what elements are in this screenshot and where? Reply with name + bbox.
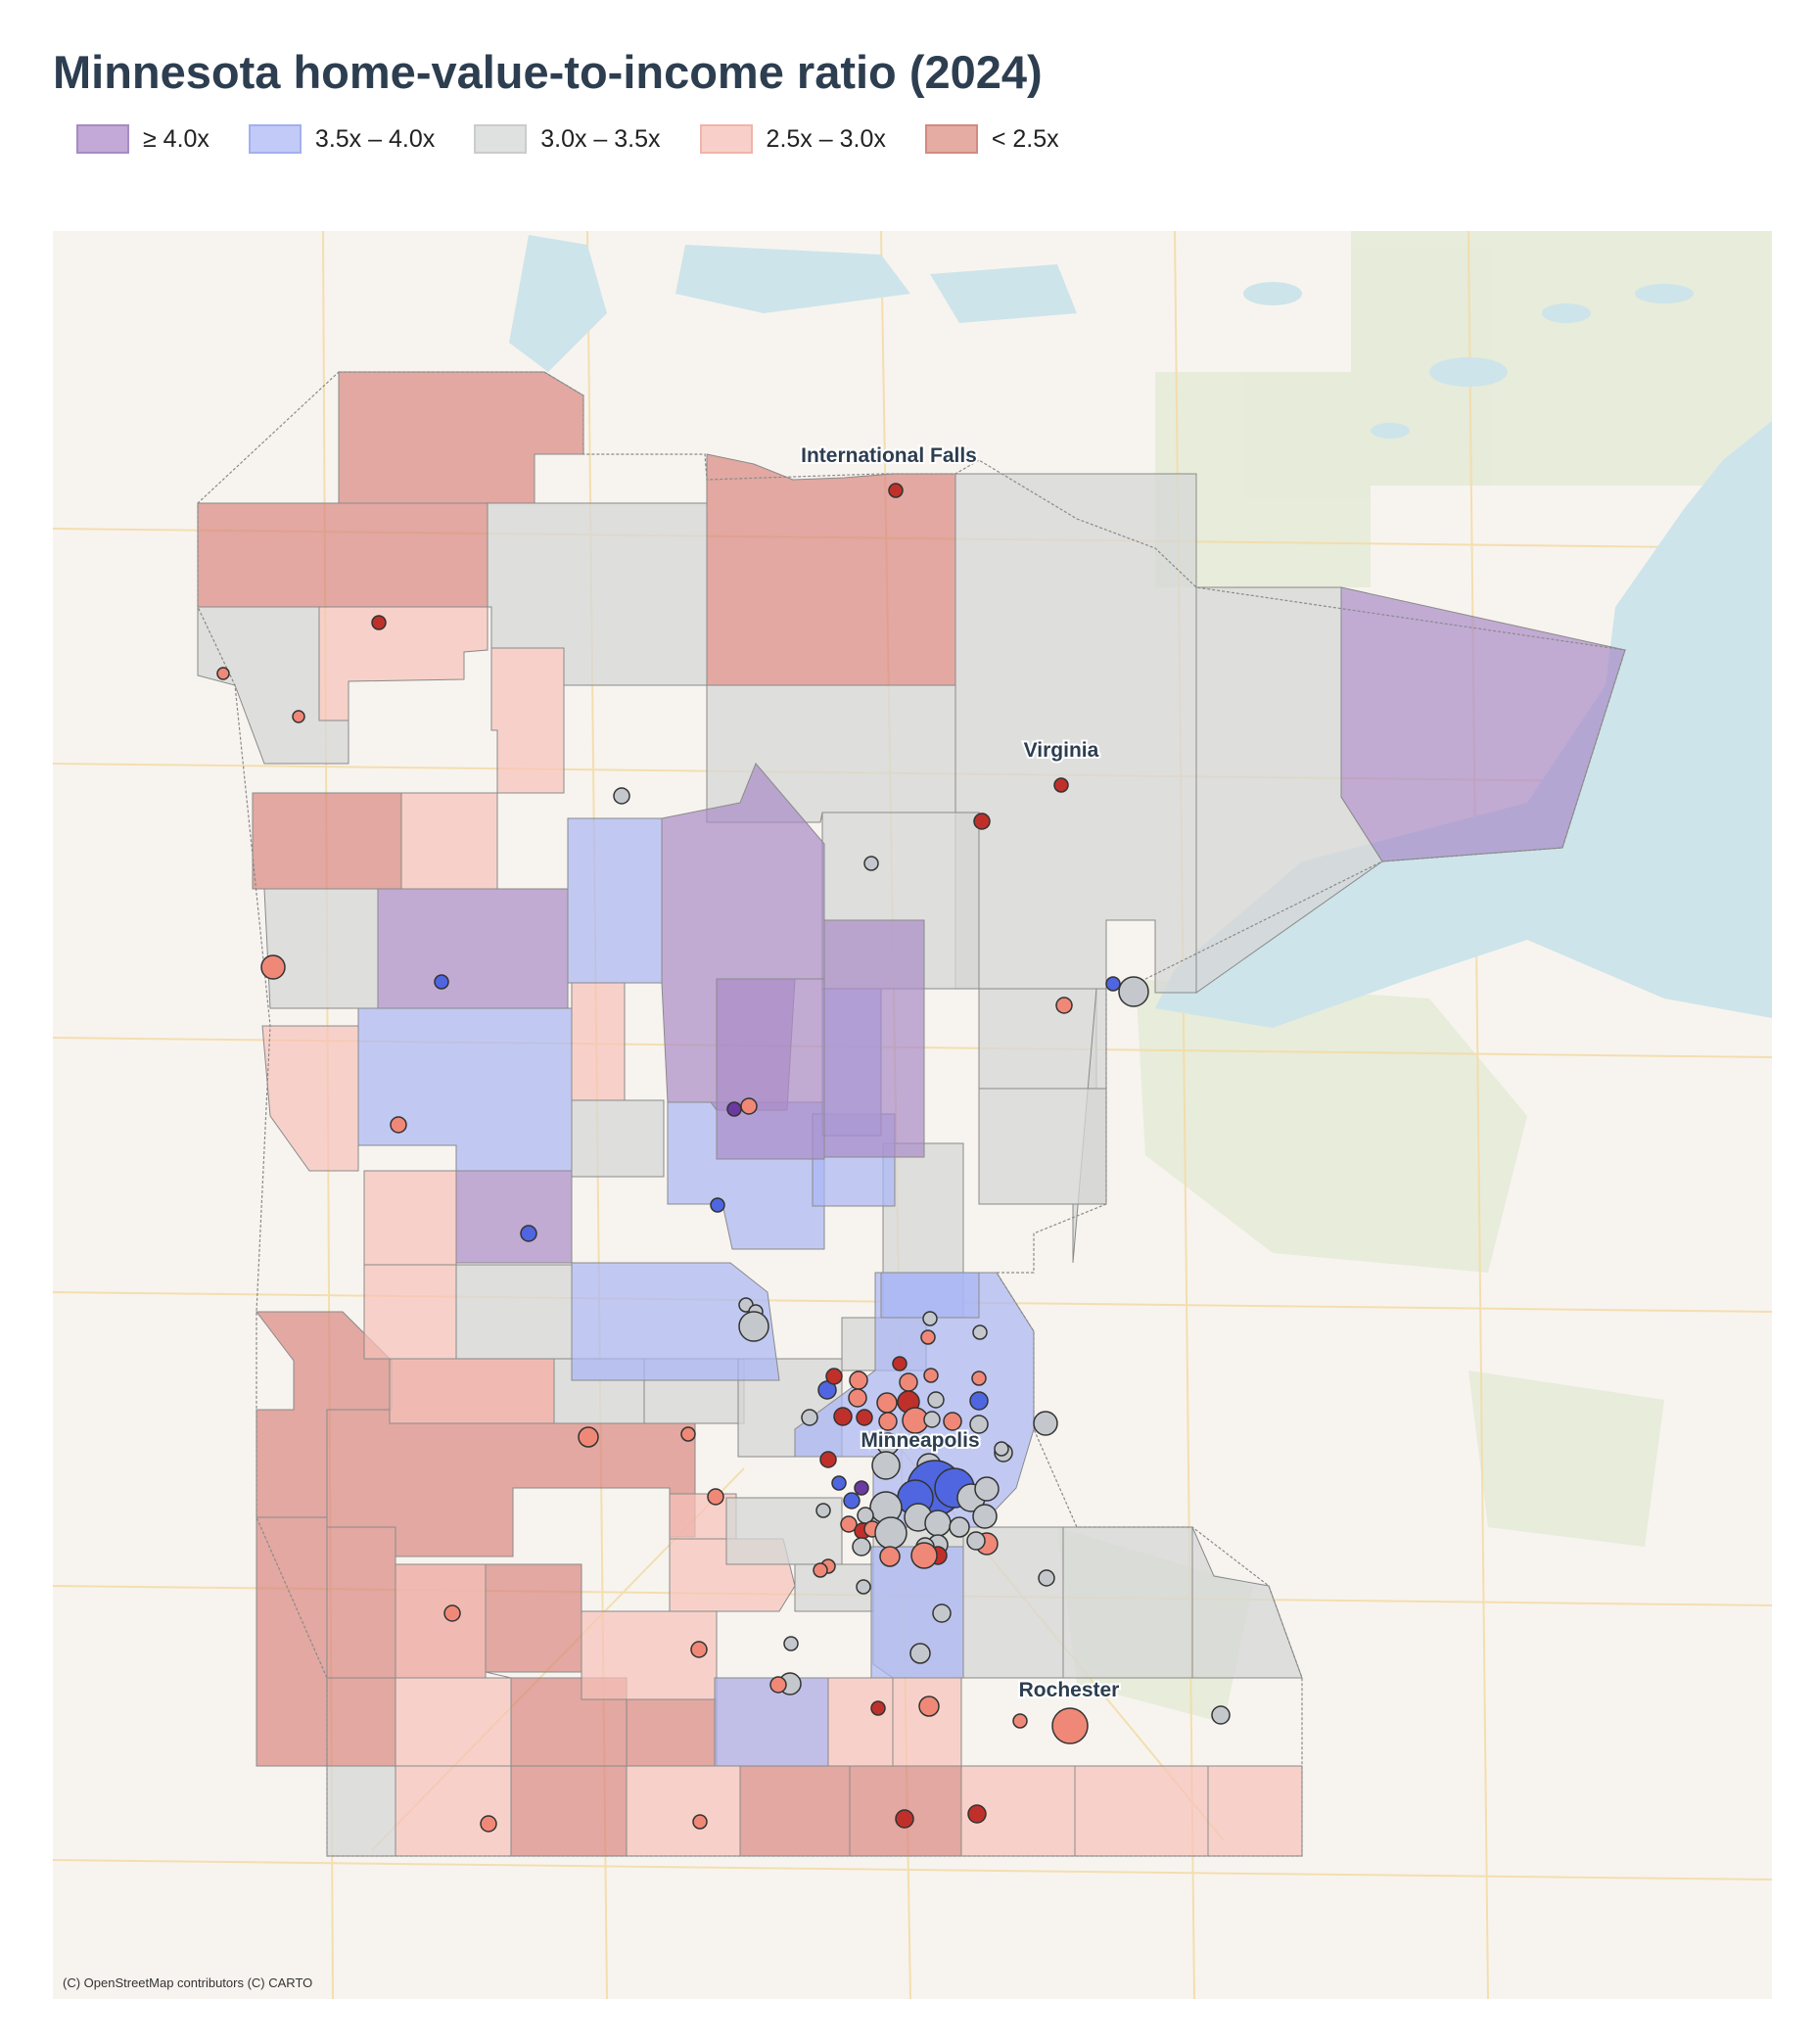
counties-3-to-3-5 (197, 473, 1383, 1857)
legend-swatch (474, 124, 528, 154)
counties-ge-4 (377, 586, 1626, 1264)
legend-label: 2.5x – 3.0x (766, 124, 886, 153)
legend-item-ge-4: ≥ 4.0x (76, 124, 209, 154)
city-label-rochester: Rochester (1019, 1679, 1120, 1701)
legend-swatch (76, 124, 129, 154)
legend-label: 3.0x – 3.5x (540, 124, 661, 153)
legend-item-3-to-3-5: 3.0x – 3.5x (474, 124, 661, 154)
legend-label: < 2.5x (991, 124, 1059, 153)
map-canvas[interactable]: International Falls Virginia Minneapolis… (53, 231, 1772, 1999)
city-dots (216, 483, 1231, 1833)
legend: ≥ 4.0x 3.5x – 4.0x 3.0x – 3.5x 2.5x – 3.… (76, 122, 1098, 156)
city-label-minneapolis: Minneapolis (861, 1429, 979, 1452)
legend-item-3-5-to-4: 3.5x – 4.0x (248, 124, 436, 154)
legend-swatch (699, 124, 753, 154)
map-title: Minnesota home-value-to-income ratio (20… (53, 46, 1043, 98)
legend-label: ≥ 4.0x (143, 124, 209, 153)
legend-item-2-5-to-3: 2.5x – 3.0x (699, 124, 886, 154)
map-attribution: (C) OpenStreetMap contributors (C) CARTO (63, 1975, 313, 1990)
legend-item-lt-2-5: < 2.5x (924, 124, 1059, 154)
map-area[interactable]: International Falls Virginia Minneapolis… (53, 231, 1772, 1999)
state-outline (197, 371, 1626, 1857)
city-label-international-falls: International Falls (801, 444, 977, 467)
legend-swatch (924, 124, 978, 154)
legend-swatch (248, 124, 302, 154)
city-label-virginia: Virginia (1024, 739, 1099, 762)
legend-label: 3.5x – 4.0x (314, 124, 436, 153)
counties-2-5-to-3 (261, 606, 1303, 1857)
